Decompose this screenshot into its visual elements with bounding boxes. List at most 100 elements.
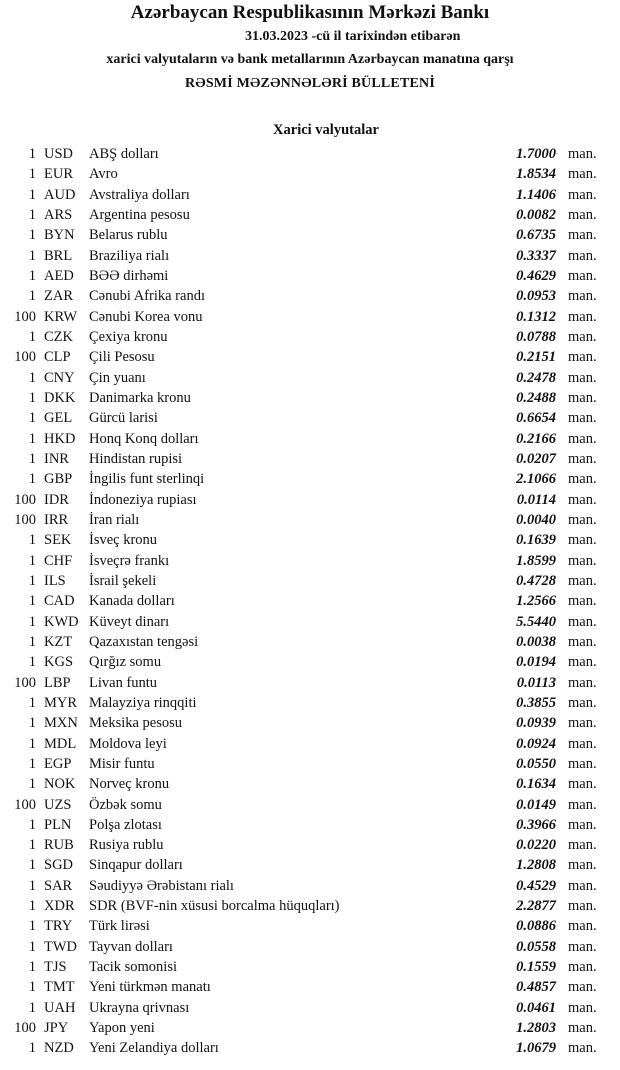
rate-value: 0.1634 bbox=[516, 776, 556, 793]
rate-row: 1 RUB Rusiya rublu 0.0220 man. bbox=[0, 835, 620, 855]
nominal: 1 bbox=[28, 247, 36, 264]
rate-row: 1 CHF İsveçrə frankı 1.8599 man. bbox=[0, 551, 620, 571]
rate-value: 0.1312 bbox=[516, 308, 556, 325]
unit-label: man. bbox=[568, 633, 597, 650]
rate-row: 1 TJS Tacik somonisi 0.1559 man. bbox=[0, 957, 620, 977]
nominal: 1 bbox=[28, 166, 36, 183]
currency-code: AUD bbox=[44, 186, 76, 203]
currency-name: İngilis funt sterlinqi bbox=[89, 471, 205, 488]
currency-code: KGS bbox=[44, 654, 74, 671]
nominal: 1 bbox=[28, 857, 36, 874]
rate-row: 1 MYR Malayziya rinqqiti 0.3855 man. bbox=[0, 693, 620, 713]
rate-row: 1 KGS Qırğız somu 0.0194 man. bbox=[0, 652, 620, 672]
nominal: 1 bbox=[28, 267, 36, 284]
currency-code: ARS bbox=[44, 206, 73, 223]
currency-name: Moldova leyi bbox=[89, 735, 167, 752]
rate-row: 1 HKD Honq Konq dolları 0.2166 man. bbox=[0, 429, 620, 449]
nominal: 1 bbox=[28, 755, 36, 772]
currency-name: Rusiya rublu bbox=[89, 837, 164, 854]
unit-label: man. bbox=[568, 247, 597, 264]
currency-name: Yeni türkmən manatı bbox=[89, 979, 211, 996]
rate-value: 0.0924 bbox=[516, 735, 556, 752]
currency-name: Çin yuanı bbox=[89, 369, 146, 386]
nominal: 1 bbox=[28, 816, 36, 833]
rate-row: 1 AED BƏƏ dirhəmi 0.4629 man. bbox=[0, 266, 620, 286]
rate-row: 1 BRL Braziliya rialı 0.3337 man. bbox=[0, 246, 620, 266]
date-line: 31.03.2023 -cü il tarixindən etibarən bbox=[245, 29, 461, 44]
currency-name: Meksika pesosu bbox=[89, 715, 183, 732]
unit-label: man. bbox=[568, 430, 597, 447]
nominal: 1 bbox=[28, 471, 36, 488]
rate-value: 0.4857 bbox=[516, 979, 556, 996]
rate-row: 1 CZK Çexiya kronu 0.0788 man. bbox=[0, 327, 620, 347]
rate-value: 0.0040 bbox=[516, 511, 556, 528]
rate-value: 0.3966 bbox=[516, 816, 556, 833]
unit-label: man. bbox=[568, 349, 597, 366]
unit-label: man. bbox=[568, 532, 597, 549]
rate-row: 1 SEK İsveç kronu 0.1639 man. bbox=[0, 530, 620, 550]
rate-row: 100 IRR İran rialı 0.0040 man. bbox=[0, 510, 620, 530]
bank-name: Azərbaycan Respublikasının Mərkəzi Bankı bbox=[130, 2, 490, 23]
currency-name: Norveç kronu bbox=[89, 776, 170, 793]
nominal: 100 bbox=[14, 1020, 36, 1037]
unit-label: man. bbox=[568, 227, 597, 244]
unit-label: man. bbox=[568, 898, 597, 915]
rate-value: 0.2166 bbox=[516, 430, 556, 447]
currency-code: JPY bbox=[44, 1020, 69, 1037]
currency-name: Ukrayna qrivnası bbox=[89, 999, 190, 1016]
currency-code: DKK bbox=[44, 389, 76, 406]
rate-row: 1 ZAR Cənubi Afrika randı 0.0953 man. bbox=[0, 286, 620, 306]
currency-name: Malayziya rinqqiti bbox=[89, 694, 197, 711]
rate-row: 1 GEL Gürcü larisi 0.6654 man. bbox=[0, 408, 620, 428]
unit-label: man. bbox=[568, 755, 597, 772]
rate-row: 1 XDR SDR (BVF-nin xüsusi borcalma hüquqla… bbox=[0, 896, 620, 916]
currency-code: HKD bbox=[44, 430, 76, 447]
currency-code: NZD bbox=[44, 1040, 74, 1057]
unit-label: man. bbox=[568, 206, 597, 223]
rate-value: 0.0114 bbox=[516, 491, 556, 508]
currency-code: KZT bbox=[44, 633, 73, 650]
rate-row: 1 EUR Avro 1.8534 man. bbox=[0, 164, 620, 184]
currency-code: TMT bbox=[44, 979, 75, 996]
currency-name: Honq Konq dolları bbox=[89, 430, 199, 447]
currency-name: Danimarka kronu bbox=[89, 389, 191, 406]
nominal: 100 bbox=[14, 796, 36, 813]
unit-label: man. bbox=[568, 938, 597, 955]
currency-name: Tacik somonisi bbox=[89, 959, 177, 976]
unit-label: man. bbox=[568, 654, 597, 671]
nominal: 1 bbox=[28, 328, 36, 345]
nominal: 100 bbox=[14, 491, 36, 508]
currency-code: GEL bbox=[44, 410, 73, 427]
currency-name: İran rialı bbox=[89, 511, 140, 528]
currency-name: Tayvan dolları bbox=[89, 938, 173, 955]
currency-code: TWD bbox=[44, 938, 78, 955]
currency-code: MYR bbox=[44, 694, 78, 711]
rate-row: 100 KRW Cənubi Korea vonu 0.1312 man. bbox=[0, 307, 620, 327]
currency-name: Qazaxıstan tengəsi bbox=[89, 633, 199, 650]
rate-value: 0.0558 bbox=[516, 938, 556, 955]
unit-label: man. bbox=[568, 816, 597, 833]
rate-value: 0.6735 bbox=[516, 227, 556, 244]
unit-label: man. bbox=[568, 877, 597, 894]
currency-name: Polşa zlotası bbox=[89, 816, 162, 833]
currency-name: Misir funtu bbox=[89, 755, 155, 772]
currency-code: BRL bbox=[44, 247, 73, 264]
currency-name: Hindistan rupisi bbox=[89, 450, 183, 467]
rate-value: 0.6654 bbox=[516, 410, 556, 427]
unit-label: man. bbox=[568, 776, 597, 793]
rate-row: 1 CAD Kanada dolları 1.2566 man. bbox=[0, 591, 620, 611]
currency-code: IRR bbox=[44, 511, 69, 528]
currency-code: MXN bbox=[44, 715, 78, 732]
nominal: 1 bbox=[28, 694, 36, 711]
nominal: 1 bbox=[28, 918, 36, 935]
currency-name: BƏƏ dirhəmi bbox=[89, 267, 169, 284]
currency-code: KRW bbox=[44, 308, 78, 325]
currency-code: TJS bbox=[44, 959, 67, 976]
unit-label: man. bbox=[568, 491, 597, 508]
unit-label: man. bbox=[568, 450, 597, 467]
unit-label: man. bbox=[568, 999, 597, 1016]
currency-code: EGP bbox=[44, 755, 72, 772]
currency-name: Küveyt dinarı bbox=[89, 613, 170, 630]
unit-label: man. bbox=[568, 1020, 597, 1037]
nominal: 1 bbox=[28, 552, 36, 569]
